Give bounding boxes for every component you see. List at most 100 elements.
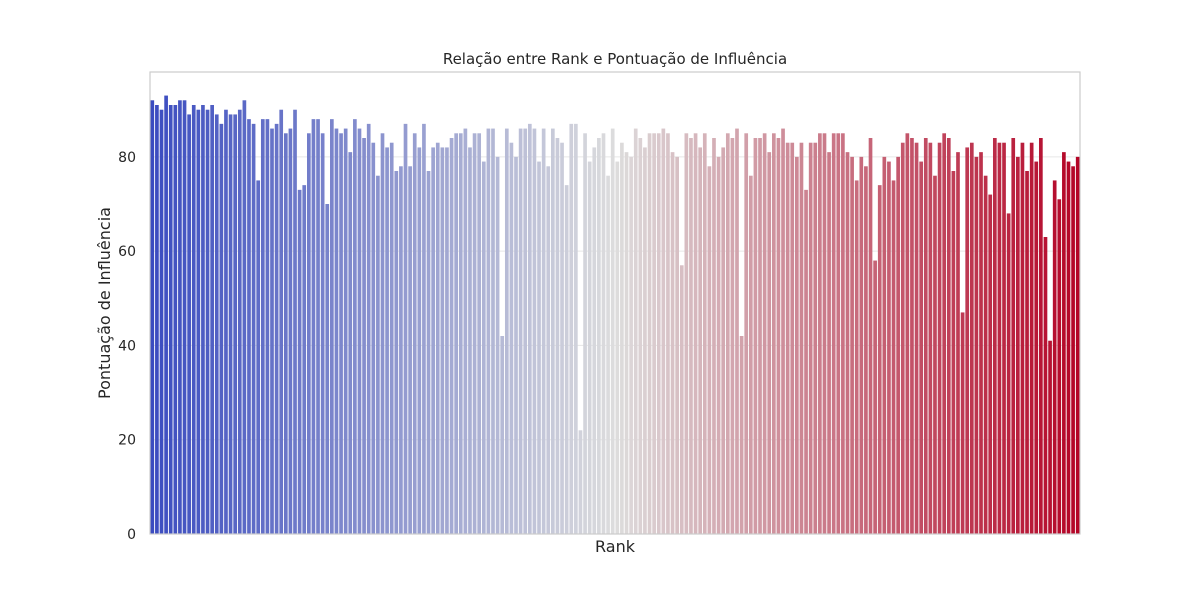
bar (1011, 138, 1016, 534)
bar (150, 100, 155, 534)
bar (864, 166, 868, 535)
bar (1052, 180, 1057, 534)
bar (555, 138, 560, 534)
bar (647, 133, 652, 535)
bar (772, 133, 776, 535)
bar (606, 175, 610, 534)
bar (178, 100, 182, 534)
bar (569, 123, 574, 535)
bar (1016, 156, 1020, 535)
bar (905, 133, 910, 535)
bar (210, 105, 214, 534)
bar (753, 138, 758, 534)
bar (445, 147, 449, 534)
bar (293, 109, 297, 535)
bar (845, 152, 850, 534)
bar (767, 152, 772, 534)
bar (422, 123, 426, 535)
bar (412, 133, 417, 535)
bar (509, 142, 514, 534)
bar (458, 133, 463, 535)
y-tick-label: 80 (118, 150, 136, 166)
bar (376, 175, 380, 534)
bar (974, 156, 979, 535)
bar (1057, 199, 1062, 535)
bar (776, 138, 781, 534)
bar (1034, 161, 1039, 534)
bar (933, 175, 937, 534)
bar (182, 100, 187, 534)
bar (804, 189, 808, 535)
bar (795, 156, 799, 535)
bar (371, 142, 376, 534)
bar (237, 109, 242, 535)
bar (744, 133, 749, 535)
bar (339, 133, 343, 535)
bar (385, 147, 389, 534)
bar (362, 138, 366, 534)
bar (191, 105, 196, 534)
y-tick-label: 40 (118, 338, 136, 354)
bar (891, 180, 896, 534)
y-tick-label: 0 (127, 527, 136, 543)
bar (919, 161, 923, 534)
bar (228, 114, 233, 535)
bar (656, 133, 661, 535)
x-axis-label: Rank (595, 537, 636, 556)
bar (491, 128, 495, 534)
bar (960, 312, 965, 534)
bar (357, 128, 362, 534)
bar (247, 119, 251, 534)
bar (1039, 138, 1043, 534)
bar (307, 133, 311, 535)
bar (366, 123, 371, 535)
bar (689, 138, 693, 534)
bar (283, 133, 288, 535)
bar (431, 147, 435, 534)
bar (1066, 161, 1071, 534)
bar (477, 133, 482, 535)
bar (168, 105, 173, 534)
bar (311, 119, 316, 534)
y-axis-label: Pontuação de Influência (95, 207, 114, 399)
bar (592, 147, 597, 534)
bar (514, 156, 518, 535)
bar (643, 147, 647, 534)
bar (297, 189, 302, 535)
bar (316, 119, 320, 534)
bar (854, 180, 859, 534)
bar (155, 105, 159, 534)
bar (1006, 213, 1011, 534)
bar (265, 119, 270, 534)
bar (748, 175, 753, 534)
bar (560, 142, 564, 534)
bar (937, 142, 942, 534)
bar (527, 123, 532, 535)
bar (504, 128, 509, 534)
bar (1062, 152, 1066, 534)
bar (523, 128, 528, 534)
bar (1071, 166, 1075, 535)
bar (877, 185, 882, 534)
bar (896, 156, 900, 535)
bar (1048, 340, 1052, 534)
bar (541, 128, 546, 534)
bar (532, 128, 537, 534)
bar (735, 128, 739, 534)
bar (440, 147, 445, 534)
bar (850, 156, 854, 535)
bar (730, 138, 735, 534)
bar (353, 119, 357, 534)
bar (219, 123, 224, 535)
bar (260, 119, 265, 534)
bar (348, 152, 353, 534)
bar (983, 175, 988, 534)
bar (873, 260, 877, 534)
bar (914, 142, 919, 534)
y-tick-label: 20 (118, 433, 136, 449)
bar (601, 133, 606, 535)
bar (790, 142, 795, 534)
bar (781, 128, 785, 534)
bar (256, 180, 261, 534)
